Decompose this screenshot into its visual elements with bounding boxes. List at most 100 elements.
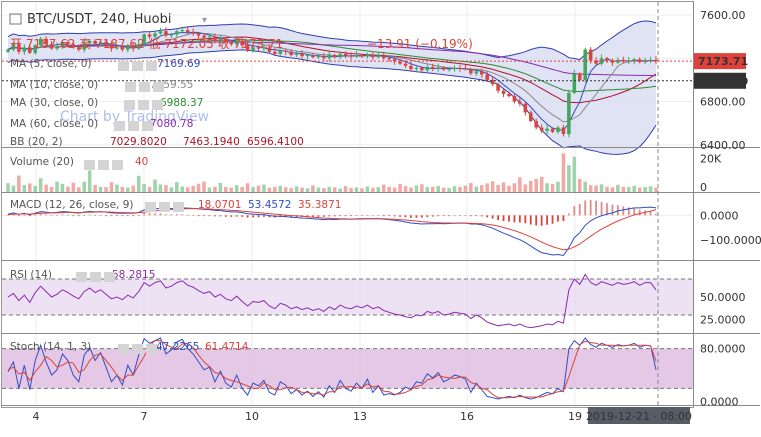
volume-bar bbox=[131, 185, 136, 192]
volume-bar bbox=[420, 184, 424, 192]
gear-icon[interactable] bbox=[98, 160, 109, 170]
close-icon[interactable] bbox=[104, 272, 115, 282]
candle-body bbox=[360, 55, 364, 57]
eye-icon[interactable] bbox=[145, 202, 156, 212]
macd-histogram-bar bbox=[99, 215, 102, 216]
gear-icon[interactable] bbox=[90, 272, 101, 282]
volume-bar bbox=[577, 178, 582, 192]
close-icon[interactable] bbox=[142, 121, 153, 131]
eye-icon[interactable] bbox=[114, 121, 125, 131]
candle-body bbox=[60, 42, 65, 47]
macd-histogram-bar bbox=[170, 214, 173, 216]
close-icon[interactable] bbox=[112, 160, 123, 170]
eye-icon[interactable] bbox=[124, 100, 135, 110]
candle-body bbox=[463, 68, 468, 70]
candle-body bbox=[180, 30, 185, 32]
volume-bar bbox=[229, 187, 234, 192]
candle-body bbox=[322, 56, 326, 59]
macd-histogram-bar bbox=[611, 204, 614, 216]
stoch-d-line bbox=[7, 340, 657, 399]
gear-icon[interactable] bbox=[128, 121, 139, 131]
volume-bar bbox=[245, 183, 250, 192]
candle-body bbox=[126, 46, 130, 50]
volume-bar bbox=[273, 186, 277, 192]
macd-histogram-bar bbox=[214, 215, 216, 217]
macd-histogram-bar bbox=[28, 215, 31, 217]
pane-separators[interactable] bbox=[1, 1, 760, 406]
volume-bar bbox=[164, 184, 168, 192]
close-icon[interactable] bbox=[152, 100, 163, 110]
volume-bar bbox=[648, 186, 653, 192]
macd-histogram-bar bbox=[230, 215, 233, 217]
gear-icon[interactable] bbox=[159, 202, 170, 212]
macd-histogram-bar bbox=[551, 215, 554, 224]
macd-histogram-bar bbox=[257, 215, 260, 218]
eye-icon[interactable] bbox=[84, 160, 95, 170]
volume-bar bbox=[518, 177, 522, 192]
macd-pane-legend: MACD (12, 26, close, 9) 18.0701 53.4572 … bbox=[10, 199, 341, 211]
rsi-band-fill bbox=[2, 279, 693, 315]
macd-histogram-bar bbox=[627, 207, 630, 216]
volume-bar bbox=[605, 186, 609, 192]
macd-histogram-bar bbox=[143, 213, 146, 216]
macd-histogram-bar bbox=[312, 215, 314, 217]
volume-bar bbox=[87, 170, 92, 192]
volume-bar bbox=[343, 186, 348, 192]
volume-bar bbox=[392, 187, 397, 192]
eye-icon[interactable] bbox=[76, 272, 87, 282]
volume-bar bbox=[126, 187, 130, 192]
macd-histogram-bar bbox=[23, 214, 26, 216]
volume-bar bbox=[158, 184, 163, 192]
candle-body bbox=[365, 54, 370, 57]
bollinger-band-fill bbox=[8, 21, 656, 155]
volume-bar bbox=[169, 187, 174, 192]
macd-histogram-bar bbox=[655, 213, 657, 216]
candle-body bbox=[327, 55, 332, 59]
close-icon[interactable] bbox=[173, 202, 184, 212]
candle-body bbox=[343, 53, 348, 56]
macd-histogram-bar bbox=[126, 215, 129, 217]
macd-histogram-bar bbox=[578, 203, 581, 216]
candle-body bbox=[545, 128, 549, 131]
eye-icon[interactable] bbox=[118, 61, 129, 71]
volume-bar bbox=[196, 183, 201, 192]
candle-body bbox=[507, 93, 511, 97]
macd-histogram-bar bbox=[361, 215, 363, 216]
gear-icon[interactable] bbox=[138, 100, 149, 110]
close-icon[interactable] bbox=[146, 344, 157, 354]
macd-histogram-bar bbox=[567, 213, 570, 216]
volume-bar bbox=[561, 153, 566, 192]
candle-body bbox=[338, 53, 342, 58]
close-icon[interactable] bbox=[153, 82, 164, 92]
chevron-down-icon[interactable]: ▾ bbox=[202, 15, 207, 26]
macd-histogram-bar bbox=[268, 215, 271, 218]
macd-histogram-bar bbox=[404, 215, 407, 218]
macd-histogram-bar bbox=[328, 215, 331, 217]
collapse-legend-icon[interactable] bbox=[9, 13, 22, 25]
candle-body bbox=[245, 45, 250, 51]
gear-icon[interactable] bbox=[139, 82, 150, 92]
macd-histogram-bar bbox=[116, 215, 118, 217]
gear-icon[interactable] bbox=[132, 344, 143, 354]
candle-body bbox=[485, 74, 489, 80]
macd-histogram-bar bbox=[350, 215, 352, 217]
candle-body bbox=[409, 65, 413, 70]
macd-histogram-bar bbox=[132, 215, 135, 217]
gear-icon[interactable] bbox=[132, 61, 143, 71]
volume-bar bbox=[441, 187, 446, 192]
volume-bar bbox=[403, 186, 408, 192]
candle-body bbox=[469, 69, 473, 74]
macd-histogram-bar bbox=[366, 215, 369, 216]
candle-body bbox=[300, 53, 304, 57]
macd-histogram-bar bbox=[88, 214, 91, 216]
volume-bar bbox=[436, 185, 440, 192]
eye-icon[interactable] bbox=[125, 82, 136, 92]
eye-icon[interactable] bbox=[118, 344, 129, 354]
price-badge bbox=[694, 72, 746, 89]
price-badge-text: 7173.71 bbox=[698, 55, 748, 68]
close-icon[interactable] bbox=[146, 61, 157, 71]
volume-bar bbox=[305, 188, 310, 192]
candle-body bbox=[430, 66, 435, 69]
volume-bar bbox=[469, 183, 473, 192]
